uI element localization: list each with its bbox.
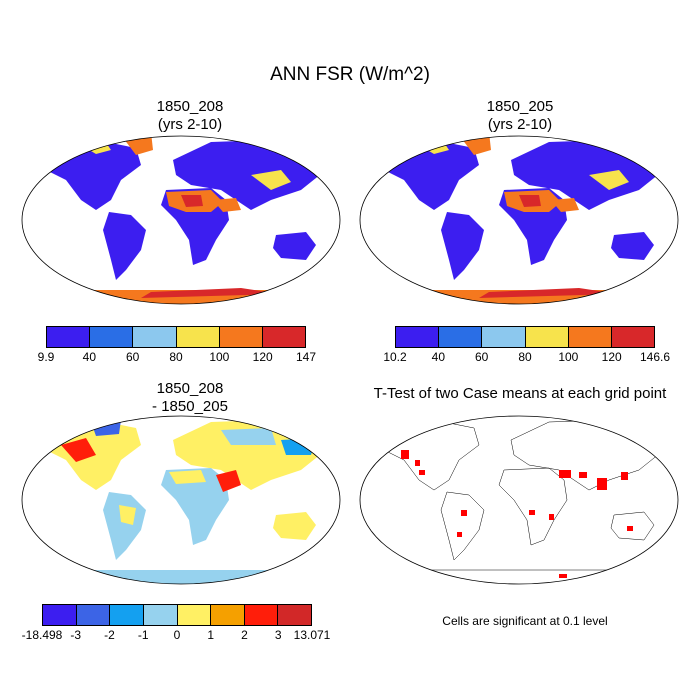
cb3-segment (278, 605, 311, 625)
colorbar-1850-208 (46, 326, 306, 348)
cb3-segment (211, 605, 245, 625)
cb3-tick-label: 1 (207, 628, 215, 642)
cb3-tick-label: -2 (104, 628, 115, 642)
cb2-segment (525, 327, 569, 347)
cb3-tick-label: 13.071 (293, 628, 331, 642)
panel3-title-line1: 1850_208 (156, 380, 224, 397)
map3-fields (22, 420, 340, 584)
cb3-segment (177, 605, 212, 625)
cb1-tick-label: 80 (169, 350, 183, 364)
map1-fields (22, 136, 340, 304)
cb2-segment (396, 327, 440, 347)
cb3-segment (43, 605, 77, 625)
cb3-segment (110, 605, 144, 625)
panel4-title-line1: T-Test of two Case means at each grid po… (373, 385, 667, 402)
cb2-tick-label: 80 (518, 350, 532, 364)
cb1-segment (133, 327, 177, 347)
cb1-segment (219, 327, 263, 347)
panel2-title: 1850_205 (yrs 2-10) (360, 98, 680, 134)
significance-note: Cells are significant at 0.1 level (442, 614, 608, 628)
cb3-tick-label: -18.498 (21, 628, 63, 642)
cb3-tick-label: 3 (274, 628, 282, 642)
panel1-title: 1850_208 (yrs 2-10) (30, 98, 350, 134)
cb3-segment (244, 605, 279, 625)
cb3-tick-label: 2 (241, 628, 248, 642)
panel2-title-line2: (yrs 2-10) (487, 116, 553, 133)
cb1-tick-label: 147 (295, 350, 317, 364)
map2-fields (360, 136, 678, 304)
cb2-segment (568, 327, 612, 347)
cb3-tick-label: -1 (137, 628, 149, 642)
map-panel-1850-208 (21, 135, 341, 305)
cb2-segment (482, 327, 526, 347)
cb1-tick-label: 120 (252, 350, 273, 364)
map-panel-difference (21, 415, 341, 585)
map-panel-ttest (359, 415, 679, 585)
cb1-tick-label: 60 (125, 350, 140, 364)
figure-title: ANN FSR (W/m^2) (270, 64, 430, 85)
cb3-tick-label: -3 (70, 628, 82, 642)
cb3-tick-label: 0 (173, 628, 181, 642)
cb1-segment (176, 327, 220, 347)
cb2-tick-label: 100 (558, 350, 579, 364)
cb3-segment (76, 605, 111, 625)
panel1-title-line1: 1850_208 (156, 98, 224, 115)
panel4-title: T-Test of two Case means at each grid po… (350, 385, 690, 403)
cb2-tick-label: 60 (474, 350, 489, 364)
panel3-title: 1850_208 - 1850_205 (30, 380, 350, 416)
panel3-title-line2: - 1850_205 (152, 398, 228, 415)
cb1-tick-label: 9.9 (37, 350, 55, 364)
map-panel-1850-205 (359, 135, 679, 305)
cb3-segment (143, 605, 178, 625)
cb2-tick-label: 10.2 (383, 350, 407, 364)
cb2-tick-label: 40 (431, 350, 446, 364)
colorbar-1850-205 (395, 326, 655, 348)
cb2-tick-label: 146.6 (639, 350, 671, 364)
map4-fields (369, 419, 669, 579)
cb1-tick-label: 40 (82, 350, 97, 364)
cb2-tick-label: 120 (601, 350, 622, 364)
colorbar-difference (42, 604, 312, 626)
panel1-title-line2: (yrs 2-10) (157, 116, 223, 133)
panel2-title-line1: 1850_205 (486, 98, 554, 115)
cb2-segment (439, 327, 483, 347)
cb2-segment (611, 327, 655, 347)
cb1-segment (47, 327, 91, 347)
cb1-segment (262, 327, 306, 347)
cb1-segment (90, 327, 134, 347)
cb1-tick-label: 100 (209, 350, 230, 364)
